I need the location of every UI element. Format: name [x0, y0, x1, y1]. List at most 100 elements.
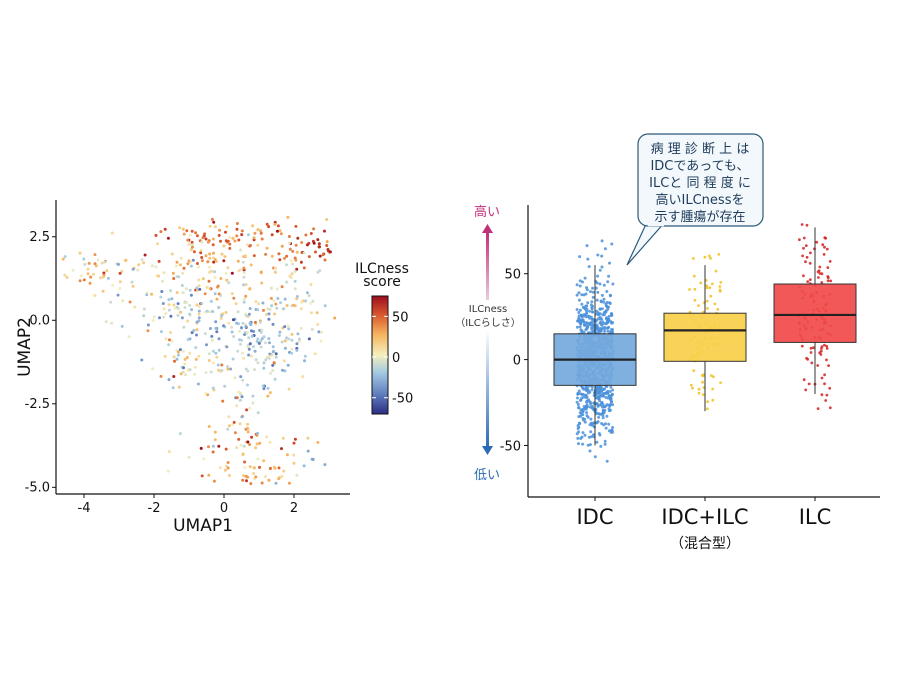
umap-point: [258, 465, 261, 469]
umap-point: [177, 275, 181, 279]
umap-point: [162, 307, 166, 311]
umap-point: [240, 229, 244, 233]
umap-point: [94, 264, 98, 268]
box-point: [588, 449, 592, 453]
box-point: [598, 268, 602, 272]
umap-point: [156, 242, 159, 246]
umap-point: [278, 229, 282, 233]
box-point: [604, 302, 608, 306]
umap-point: [266, 394, 270, 398]
box-point: [599, 444, 603, 448]
umap-y-tick-label: -5.0: [25, 480, 50, 495]
umap-point: [281, 436, 285, 440]
umap-point: [306, 449, 310, 453]
umap-point: [293, 437, 297, 441]
box-point: [583, 407, 587, 411]
umap-point: [297, 337, 301, 341]
umap-point: [310, 328, 314, 331]
umap-point: [301, 375, 305, 379]
umap-point: [151, 319, 155, 322]
colorbar-ticks: 50 0 -50: [372, 310, 413, 407]
box-point: [583, 433, 587, 437]
umap-point: [268, 391, 272, 395]
box-point: [591, 433, 595, 437]
umap-point: [198, 287, 202, 291]
umap-point: [170, 252, 174, 256]
umap-point: [181, 349, 185, 353]
box-point: [586, 391, 590, 395]
umap-point: [252, 466, 256, 470]
umap-point: [307, 294, 311, 298]
umap-point: [211, 349, 215, 353]
box-point: [816, 364, 820, 367]
box-point: [809, 351, 813, 354]
umap-point: [243, 460, 247, 464]
box-point: [697, 391, 701, 395]
box-point: [595, 421, 599, 425]
umap-point: [102, 271, 106, 275]
box-point: [804, 244, 808, 248]
umap-point: [170, 297, 174, 301]
umap-point: [285, 304, 289, 307]
umap-point: [242, 266, 246, 270]
umap-point: [221, 399, 225, 403]
umap-point: [214, 351, 218, 355]
umap-point: [93, 253, 97, 257]
box-point: [800, 344, 804, 348]
umap-point: [118, 287, 122, 290]
umap-point: [223, 255, 227, 259]
box-point: [828, 260, 832, 263]
umap-point: [279, 232, 283, 236]
umap-point: [256, 457, 260, 461]
umap-point: [137, 263, 141, 267]
umap-point: [208, 265, 211, 269]
umap-point: [279, 301, 283, 305]
umap-point: [179, 256, 183, 260]
box-point: [689, 383, 693, 387]
umap-point: [142, 307, 146, 311]
box-point: [608, 390, 612, 393]
umap-point: [242, 275, 246, 279]
box-point: [579, 314, 583, 317]
umap-point: [295, 348, 299, 352]
box-point: [607, 429, 611, 433]
box-point: [595, 318, 599, 322]
umap-point: [262, 361, 266, 365]
umap-point: [248, 287, 252, 291]
box-point: [828, 386, 832, 390]
umap-point: [101, 275, 105, 279]
umap-x-ticks: -4 -2 0 2: [78, 494, 298, 516]
umap-point: [236, 310, 240, 314]
umap-point: [175, 291, 179, 295]
box-point: [597, 313, 600, 317]
umap-point: [224, 447, 228, 451]
umap-point: [143, 253, 147, 257]
umap-point: [190, 331, 194, 335]
umap-point: [262, 335, 266, 339]
box-point: [802, 378, 806, 382]
umap-point: [202, 457, 206, 461]
box-point: [596, 290, 600, 294]
box-point: [582, 387, 586, 391]
box-point: [823, 343, 826, 347]
box-point: [580, 293, 584, 297]
box-point: [708, 286, 712, 290]
box-point: [584, 315, 588, 319]
umap-point: [282, 359, 286, 363]
umap-point: [183, 357, 187, 361]
umap-point: [105, 269, 109, 273]
callout-line-4: 高いILCnessを: [656, 192, 745, 208]
umap-point: [265, 222, 269, 226]
umap-point: [218, 466, 222, 470]
box-point: [608, 397, 612, 401]
umap-point: [207, 310, 211, 314]
umap-point: [247, 336, 251, 340]
box-point: [829, 279, 833, 283]
box-point: [585, 288, 589, 292]
box-point: [576, 436, 580, 440]
box-point: [585, 395, 589, 399]
umap-point: [260, 328, 264, 332]
umap-point: [226, 461, 230, 464]
umap-point: [259, 271, 263, 275]
side-title-line2: （ILCらしさ）: [455, 317, 521, 329]
